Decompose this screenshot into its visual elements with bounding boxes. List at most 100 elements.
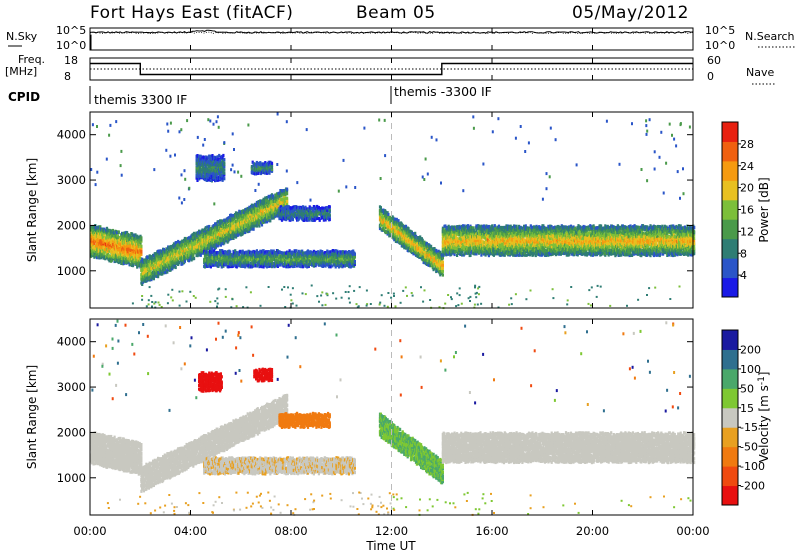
noise-cell — [95, 183, 97, 186]
ground-cell — [150, 295, 152, 297]
noise-cell — [232, 164, 234, 167]
noise-cell — [202, 144, 204, 147]
ground-cell — [588, 289, 590, 291]
noise-cell — [354, 186, 356, 189]
ground-cell — [217, 303, 219, 305]
noise-cell — [669, 123, 671, 126]
band-3-cell — [329, 205, 331, 208]
ground-cell — [189, 291, 191, 293]
ground-cell — [155, 301, 157, 303]
noise-cell — [343, 159, 345, 162]
band-3-cell — [329, 209, 331, 212]
noise-cell — [223, 141, 225, 144]
ground-cell — [474, 285, 476, 287]
noise-cell — [174, 154, 176, 157]
ground-cell — [381, 294, 383, 296]
ground-cell — [171, 289, 173, 291]
ground-cell — [181, 290, 183, 292]
noise-cell — [184, 178, 186, 181]
ground-cell — [461, 303, 463, 305]
ground-cell — [167, 294, 169, 296]
station-title: Fort Hays East (fitACF) — [90, 3, 293, 23]
ground-cell — [600, 286, 602, 288]
ground-cell — [475, 293, 477, 295]
noise-cell — [306, 128, 308, 131]
noise-cell — [671, 134, 673, 137]
noise-cell — [680, 122, 682, 125]
noise-cell — [425, 158, 427, 161]
ground-cell — [478, 286, 480, 288]
ground-cell — [345, 291, 347, 293]
cpid-label: CPID — [8, 90, 40, 104]
ground-cell — [170, 296, 172, 298]
noise-cell — [619, 163, 621, 166]
noise-cell — [576, 163, 578, 166]
ground-cell — [186, 301, 188, 303]
noise-cell — [234, 170, 236, 173]
noise-cell — [286, 170, 288, 173]
ground-cell — [305, 293, 307, 295]
ground-cell — [451, 298, 453, 300]
ground-cell — [429, 299, 431, 301]
noise-cell — [515, 137, 517, 140]
ground-cell — [379, 302, 381, 304]
ground-cell — [679, 286, 681, 288]
noise-cell — [106, 158, 108, 161]
ground-cell — [146, 305, 148, 307]
noise-cell — [180, 128, 182, 131]
band-0-cell — [140, 236, 142, 239]
noise-cell — [233, 148, 235, 151]
beam-title: Beam 05 — [356, 3, 436, 23]
ground-cell — [151, 306, 153, 308]
ground-cell — [468, 297, 470, 299]
nave-tick-bottom: 0 — [707, 70, 714, 83]
ground-cell — [290, 299, 292, 301]
noise-cell — [217, 115, 219, 118]
noise-cell — [427, 173, 429, 176]
ground-cell — [370, 303, 372, 305]
ground-cell — [141, 295, 143, 297]
noise-cell — [254, 189, 256, 192]
noise-cell — [166, 123, 168, 126]
ground-cell — [390, 297, 392, 299]
noise-cell — [380, 177, 382, 180]
band-1-cell — [193, 257, 195, 260]
ground-cell — [648, 287, 650, 289]
ground-cell — [478, 293, 480, 295]
ground-cell — [384, 305, 386, 307]
noise-cell — [520, 125, 522, 128]
ground-cell — [508, 304, 510, 306]
noise-cell — [682, 167, 684, 170]
noise-cell — [179, 130, 181, 133]
noise-cell — [345, 185, 347, 188]
ground-cell — [596, 296, 598, 298]
ground-cell — [669, 298, 671, 300]
ground-cell — [349, 302, 351, 304]
noise-cell — [209, 120, 211, 123]
noise-cell — [237, 171, 239, 174]
ground-cell — [296, 305, 298, 307]
nsearch-label: N.Search — [745, 30, 795, 43]
noise-cell — [213, 202, 215, 205]
ground-cell — [609, 305, 611, 307]
noise-cell — [646, 130, 648, 133]
noise-cell — [660, 131, 662, 134]
noise-cell — [528, 141, 530, 144]
noise-cell — [482, 163, 484, 166]
ground-cell — [459, 287, 461, 289]
ground-cell — [379, 304, 381, 306]
noise-cell — [181, 173, 183, 176]
noise-cell — [188, 187, 190, 190]
cpid-segment-1: themis 3300 IF — [94, 92, 187, 107]
ground-cell — [148, 299, 150, 301]
ground-cell — [292, 287, 294, 289]
noise-cell — [631, 122, 633, 125]
ground-cell — [424, 289, 426, 291]
ground-cell — [477, 304, 479, 306]
band-1-cell — [175, 266, 177, 269]
ground-cell — [480, 303, 482, 305]
noise-cell — [276, 163, 278, 166]
ground-cell — [474, 304, 476, 306]
ground-cell — [260, 305, 262, 307]
noise-cell — [247, 124, 249, 127]
